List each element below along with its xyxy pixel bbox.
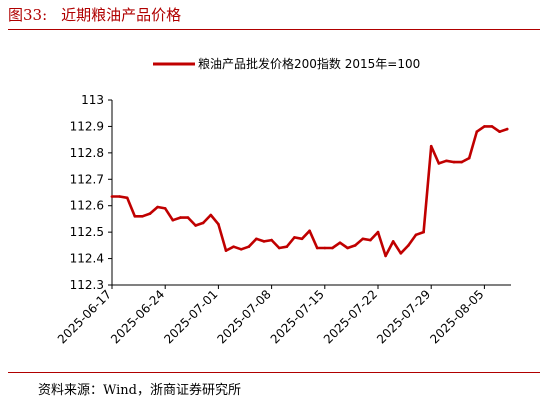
data-point bbox=[490, 125, 494, 128]
data-point bbox=[293, 236, 296, 239]
y-tick-label: 112.6 bbox=[70, 199, 104, 213]
data-point bbox=[505, 127, 509, 131]
data-point bbox=[445, 159, 448, 163]
data-point bbox=[285, 245, 289, 248]
data-point bbox=[331, 246, 334, 250]
data-point bbox=[429, 144, 433, 148]
data-point bbox=[232, 245, 235, 248]
data-point bbox=[141, 215, 144, 218]
y-tick-label: 112.8 bbox=[70, 146, 104, 160]
x-tick-label: 2025-07-29 bbox=[374, 287, 433, 346]
data-point bbox=[315, 246, 319, 250]
data-point bbox=[239, 248, 243, 251]
data-point bbox=[353, 244, 357, 247]
data-point bbox=[148, 212, 152, 215]
data-point bbox=[498, 130, 501, 133]
y-tick-label: 112.5 bbox=[70, 225, 104, 239]
figure-title-text: 近期粮油产品价格 bbox=[61, 6, 182, 24]
data-point bbox=[255, 237, 258, 241]
data-point bbox=[125, 196, 129, 200]
data-point bbox=[483, 125, 486, 128]
data-point bbox=[467, 156, 471, 160]
data-point bbox=[209, 213, 213, 217]
source-note: 资料来源：Wind，浙商证券研究所 bbox=[38, 383, 241, 398]
x-tick-label: 2025-07-15 bbox=[268, 287, 327, 346]
data-point bbox=[346, 246, 349, 250]
data-point bbox=[270, 238, 273, 242]
data-point bbox=[277, 246, 281, 250]
title-rule bbox=[8, 29, 540, 30]
data-point bbox=[110, 195, 114, 198]
legend-label: 粮油产品批发价格200指数 2015年=100 bbox=[198, 56, 420, 71]
data-point bbox=[118, 195, 121, 198]
figure-title: 图33: 近期粮油产品价格 bbox=[8, 4, 181, 25]
data-point bbox=[399, 252, 403, 255]
data-point bbox=[437, 162, 441, 165]
figure-number: 图33: bbox=[8, 6, 48, 24]
data-point bbox=[171, 218, 175, 222]
series-layer bbox=[110, 125, 509, 258]
data-point bbox=[156, 205, 159, 209]
data-point bbox=[338, 241, 342, 244]
data-point bbox=[475, 130, 479, 133]
series-line bbox=[110, 125, 509, 258]
data-point bbox=[262, 240, 266, 243]
data-point bbox=[201, 221, 205, 225]
data-point bbox=[300, 237, 304, 241]
x-tick-label: 2025-06-17 bbox=[55, 287, 114, 346]
data-point bbox=[369, 238, 372, 242]
data-point bbox=[376, 230, 380, 234]
x-tick-label: 2025-06-24 bbox=[108, 287, 167, 346]
y-tick-label: 112.7 bbox=[70, 172, 104, 186]
data-point bbox=[361, 237, 365, 241]
source-rule bbox=[8, 372, 540, 373]
y-tick-label: 112.4 bbox=[70, 252, 104, 266]
data-point bbox=[391, 240, 395, 243]
y-tick-label: 112.9 bbox=[70, 119, 104, 133]
data-point bbox=[452, 160, 456, 164]
data-point bbox=[224, 249, 228, 252]
data-point bbox=[179, 216, 182, 219]
data-point bbox=[460, 160, 463, 164]
data-point bbox=[194, 224, 197, 227]
x-tick-label: 2025-07-01 bbox=[161, 287, 220, 346]
x-tick-label: 2025-08-05 bbox=[427, 287, 486, 346]
x-tick-label: 2025-07-22 bbox=[321, 287, 380, 346]
x-axis-ticks: 2025-06-172025-06-242025-07-012025-07-08… bbox=[55, 285, 487, 346]
chart-legend: 粮油产品批发价格200指数 2015年=100 bbox=[153, 56, 420, 71]
data-point bbox=[186, 216, 190, 219]
data-point bbox=[414, 233, 418, 237]
data-point bbox=[217, 222, 220, 226]
data-point bbox=[407, 244, 410, 247]
data-point bbox=[163, 207, 167, 210]
y-axis-ticks: 112.3 112.4 112.5 112.6 112.7 112.8 112.9 113 bbox=[70, 93, 112, 292]
y-tick-label: 112.3 bbox=[70, 278, 104, 292]
data-point bbox=[247, 245, 251, 248]
data-point bbox=[308, 229, 311, 233]
x-tick-label: 2025-07-08 bbox=[215, 287, 274, 346]
data-point bbox=[323, 246, 327, 250]
data-point bbox=[133, 215, 137, 218]
data-point bbox=[384, 254, 387, 258]
y-tick-label: 113 bbox=[81, 93, 104, 107]
data-point bbox=[422, 230, 425, 234]
